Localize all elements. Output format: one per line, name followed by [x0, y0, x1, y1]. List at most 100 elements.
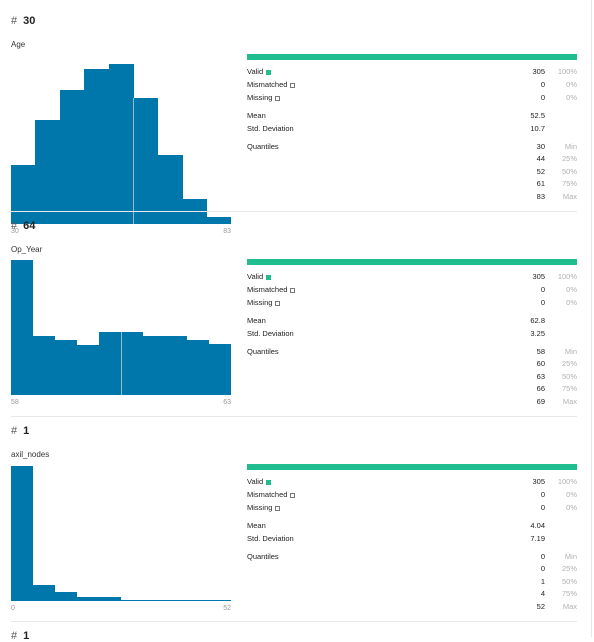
stat-label: Missing [247, 93, 281, 102]
column-name: axil_nodes [11, 450, 50, 459]
mismatch-square-icon [275, 95, 281, 101]
axis-max-label: 52 [223, 605, 231, 612]
histogram-bar[interactable] [187, 339, 210, 395]
stat-label-text: Missing [247, 93, 273, 102]
histogram-bar[interactable] [55, 591, 78, 601]
quantile-label: Min [564, 142, 577, 151]
quantile-label: 75% [561, 384, 577, 393]
stat-value: 0 [540, 93, 545, 102]
quantile-75-row: 61 75% [247, 179, 577, 191]
histogram-bar[interactable] [209, 600, 232, 601]
histogram-bar[interactable] [84, 69, 110, 224]
quantile-label: 25% [561, 359, 577, 368]
histogram[interactable] [11, 56, 232, 224]
histogram-bar[interactable] [108, 64, 134, 224]
histogram-bar[interactable] [143, 599, 166, 601]
histogram-bar[interactable] [165, 600, 188, 601]
axis-max-label: 63 [223, 399, 231, 406]
histogram-bar[interactable] [99, 331, 122, 395]
stat-label: Quantiles [247, 142, 279, 151]
column-card: #64 Op_Year 58 63 Valid 305 100% Mismatched 0 0% M… [0, 205, 594, 417]
section-divider [11, 211, 577, 212]
histogram-bar[interactable] [206, 217, 232, 224]
stat-label: Quantiles [247, 347, 279, 356]
stat-label-text: Valid [247, 477, 264, 486]
valid-square-icon [266, 479, 272, 485]
stat-label-text: Mean [247, 316, 266, 325]
stat-value: 0 [540, 490, 545, 499]
histogram-bar[interactable] [35, 119, 61, 224]
stat-value: 7.19 [530, 534, 545, 543]
quantile-min-row: Quantiles 30 Min [247, 142, 577, 154]
stat-value: 66 [536, 384, 545, 393]
stat-label: Missing [247, 503, 281, 512]
stat-label: Std. Deviation [247, 534, 294, 543]
stat-label: Mismatched [247, 285, 296, 294]
std-row: Std. Deviation 7.19 [247, 534, 577, 546]
stat-value: 0 [540, 285, 545, 294]
histogram-bar[interactable] [11, 260, 34, 395]
valid-row: Valid 305 100% [247, 477, 577, 489]
histogram-bar[interactable] [121, 331, 144, 395]
stat-value: 3.25 [530, 329, 545, 338]
stat-label-text: Mean [247, 521, 266, 530]
axis-max-label: 83 [223, 228, 231, 235]
quantile-50-row: 63 50% [247, 372, 577, 384]
stat-value: 0 [540, 503, 545, 512]
stat-value: 0 [540, 564, 545, 573]
histogram-bar[interactable] [11, 165, 36, 224]
histogram-bar[interactable] [187, 600, 210, 601]
stat-value: 4.04 [530, 521, 545, 530]
stat-label-text: Quantiles [247, 552, 279, 561]
stat-label-text: Mismatched [247, 490, 288, 499]
scrollbar-track[interactable] [591, 0, 592, 637]
quantile-75-row: 66 75% [247, 384, 577, 396]
distinct-count: 30 [23, 15, 36, 27]
quantile-min-row: Quantiles 0 Min [247, 552, 577, 564]
stat-value: 61 [536, 179, 545, 188]
axis-min-label: 30 [11, 228, 19, 235]
histogram-bar[interactable] [33, 335, 56, 395]
mismatch-square-icon [275, 505, 281, 511]
histogram[interactable] [11, 260, 232, 395]
histogram-bar[interactable] [133, 98, 159, 224]
histogram-bar[interactable] [77, 345, 100, 395]
histogram-bar[interactable] [157, 155, 183, 224]
quantile-label: Max [562, 397, 577, 406]
stat-label: Mean [247, 111, 266, 120]
histogram-bar[interactable] [33, 584, 56, 601]
column-card: #1 axil_nodes 0 52 Valid 305 100% Mismatched 0 0%… [0, 410, 594, 622]
distinct-count: 64 [23, 220, 36, 232]
histogram[interactable] [11, 466, 232, 601]
histogram-bar[interactable] [55, 339, 78, 395]
histogram-bar[interactable] [11, 466, 34, 601]
hash-icon: # [11, 425, 18, 437]
valid-ratio-bar [247, 54, 577, 60]
stat-label-text: Mismatched [247, 80, 288, 89]
histogram-bar[interactable] [99, 596, 122, 601]
stat-percent: 0% [566, 298, 577, 307]
std-row: Std. Deviation 10.7 [247, 124, 577, 136]
stat-value: 0 [540, 298, 545, 307]
stat-label: Std. Deviation [247, 329, 294, 338]
histogram-bar[interactable] [77, 596, 100, 601]
histogram-bar[interactable] [209, 343, 232, 395]
mean-marker [133, 98, 135, 224]
quantile-label: 25% [561, 564, 577, 573]
stat-label: Valid [247, 272, 272, 281]
stat-value: 52 [536, 602, 545, 611]
quantile-max-row: 52 Max [247, 602, 577, 614]
valid-ratio-bar [247, 259, 577, 265]
mismatch-square-icon [290, 287, 296, 293]
stat-percent: 100% [557, 477, 577, 486]
stat-percent: 0% [566, 93, 577, 102]
histogram-bar[interactable] [143, 335, 166, 395]
quantile-label: Max [562, 602, 577, 611]
quantile-50-row: 52 50% [247, 167, 577, 179]
valid-ratio-bar [247, 464, 577, 470]
histogram-bar[interactable] [59, 89, 85, 224]
stat-label: Mean [247, 521, 266, 530]
stat-percent: 0% [566, 285, 577, 294]
histogram-bar[interactable] [165, 335, 188, 395]
histogram-bar[interactable] [121, 599, 144, 601]
